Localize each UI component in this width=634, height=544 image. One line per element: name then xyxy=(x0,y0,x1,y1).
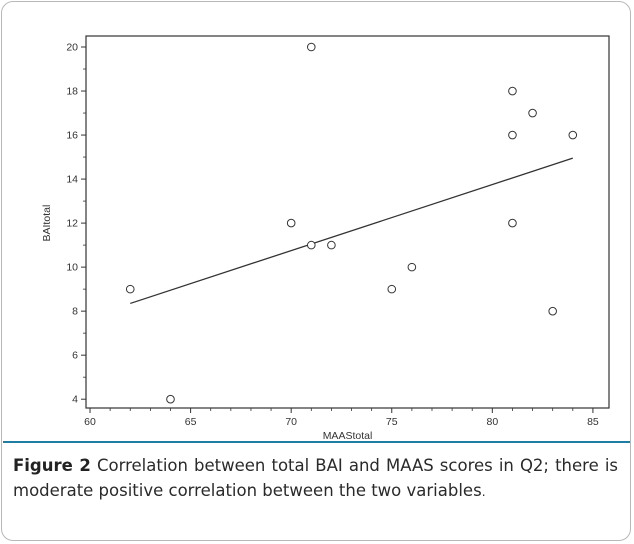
figure-caption: Figure 2 Correlation between total BAI a… xyxy=(13,453,618,505)
y-tick-label: 6 xyxy=(72,350,78,362)
y-axis: 4 6 8 10 12 14 16 18 20 xyxy=(66,42,86,406)
x-tick-label: 85 xyxy=(587,416,599,428)
plot-area xyxy=(85,35,610,409)
data-point xyxy=(508,86,517,96)
y-axis-label: BAItotal xyxy=(41,205,53,242)
data-point xyxy=(528,108,537,118)
y-tick-label: 16 xyxy=(66,130,78,142)
y-tick-label: 12 xyxy=(66,218,78,230)
regression-line xyxy=(130,157,573,305)
x-axis-label: MAAStotal xyxy=(323,430,373,440)
x-tick-label: 75 xyxy=(386,416,398,428)
caption-text: Correlation between total BAI and MAAS s… xyxy=(13,456,618,500)
data-point xyxy=(166,394,175,404)
y-tick-label: 4 xyxy=(72,394,78,406)
caption-end: . xyxy=(481,485,486,499)
data-point xyxy=(125,284,135,294)
data-point xyxy=(407,262,417,272)
x-tick-label: 80 xyxy=(486,416,498,428)
y-tick-label: 8 xyxy=(72,306,78,318)
x-tick-label: 60 xyxy=(84,416,96,428)
data-point xyxy=(508,130,517,140)
data-point xyxy=(508,218,517,228)
y-tick-label: 14 xyxy=(66,174,78,186)
data-point xyxy=(548,306,557,316)
data-point xyxy=(306,42,316,52)
y-tick-label: 18 xyxy=(66,86,78,98)
y-tick-label: 20 xyxy=(66,42,78,54)
data-points xyxy=(125,42,578,404)
data-point xyxy=(568,130,578,140)
x-tick-label: 70 xyxy=(285,416,297,428)
caption-divider xyxy=(3,441,630,443)
scatter-plot: 60 65 70 75 80 85 4 6 8 10 12 14 16 18 20 MAAStotal B… xyxy=(41,35,610,440)
y-tick-label: 10 xyxy=(66,262,78,274)
x-tick-label: 65 xyxy=(185,416,197,428)
x-axis: 60 65 70 75 80 85 xyxy=(84,408,599,428)
data-point xyxy=(306,240,316,250)
data-point xyxy=(286,218,296,228)
data-point xyxy=(387,284,397,294)
figure-label: Figure 2 xyxy=(13,456,91,475)
data-point xyxy=(327,240,336,250)
